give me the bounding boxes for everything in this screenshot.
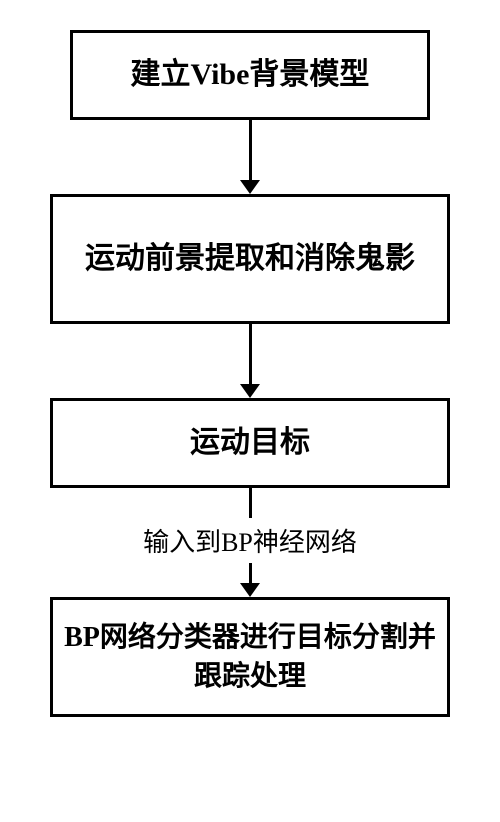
edge-label-bp-input: 输入到BP神经网络 <box>143 522 357 559</box>
arrow-line <box>249 563 252 583</box>
arrow-2 <box>240 324 260 398</box>
node-label: 运动目标 <box>190 422 310 464</box>
node-label: 运动前景提取和消除鬼影 <box>85 238 415 280</box>
arrow-3: 输入到BP神经网络 <box>143 488 357 597</box>
node-label: BP网络分类器进行目标分割并跟踪处理 <box>63 618 437 696</box>
arrow-line <box>249 120 252 180</box>
arrow-head <box>240 384 260 398</box>
node-label: 建立Vibe背景模型 <box>131 54 370 96</box>
node-bp-classifier: BP网络分类器进行目标分割并跟踪处理 <box>50 597 450 717</box>
arrow-line <box>249 324 252 384</box>
flowchart-container: 建立Vibe背景模型 运动前景提取和消除鬼影 运动目标 输入到BP神经网络 BP… <box>50 30 450 717</box>
node-moving-target: 运动目标 <box>50 398 450 488</box>
arrow-head <box>240 583 260 597</box>
arrow-1 <box>240 120 260 194</box>
arrow-head <box>240 180 260 194</box>
arrow-line <box>249 488 252 518</box>
node-foreground-extract: 运动前景提取和消除鬼影 <box>50 194 450 324</box>
node-vibe-model: 建立Vibe背景模型 <box>70 30 430 120</box>
